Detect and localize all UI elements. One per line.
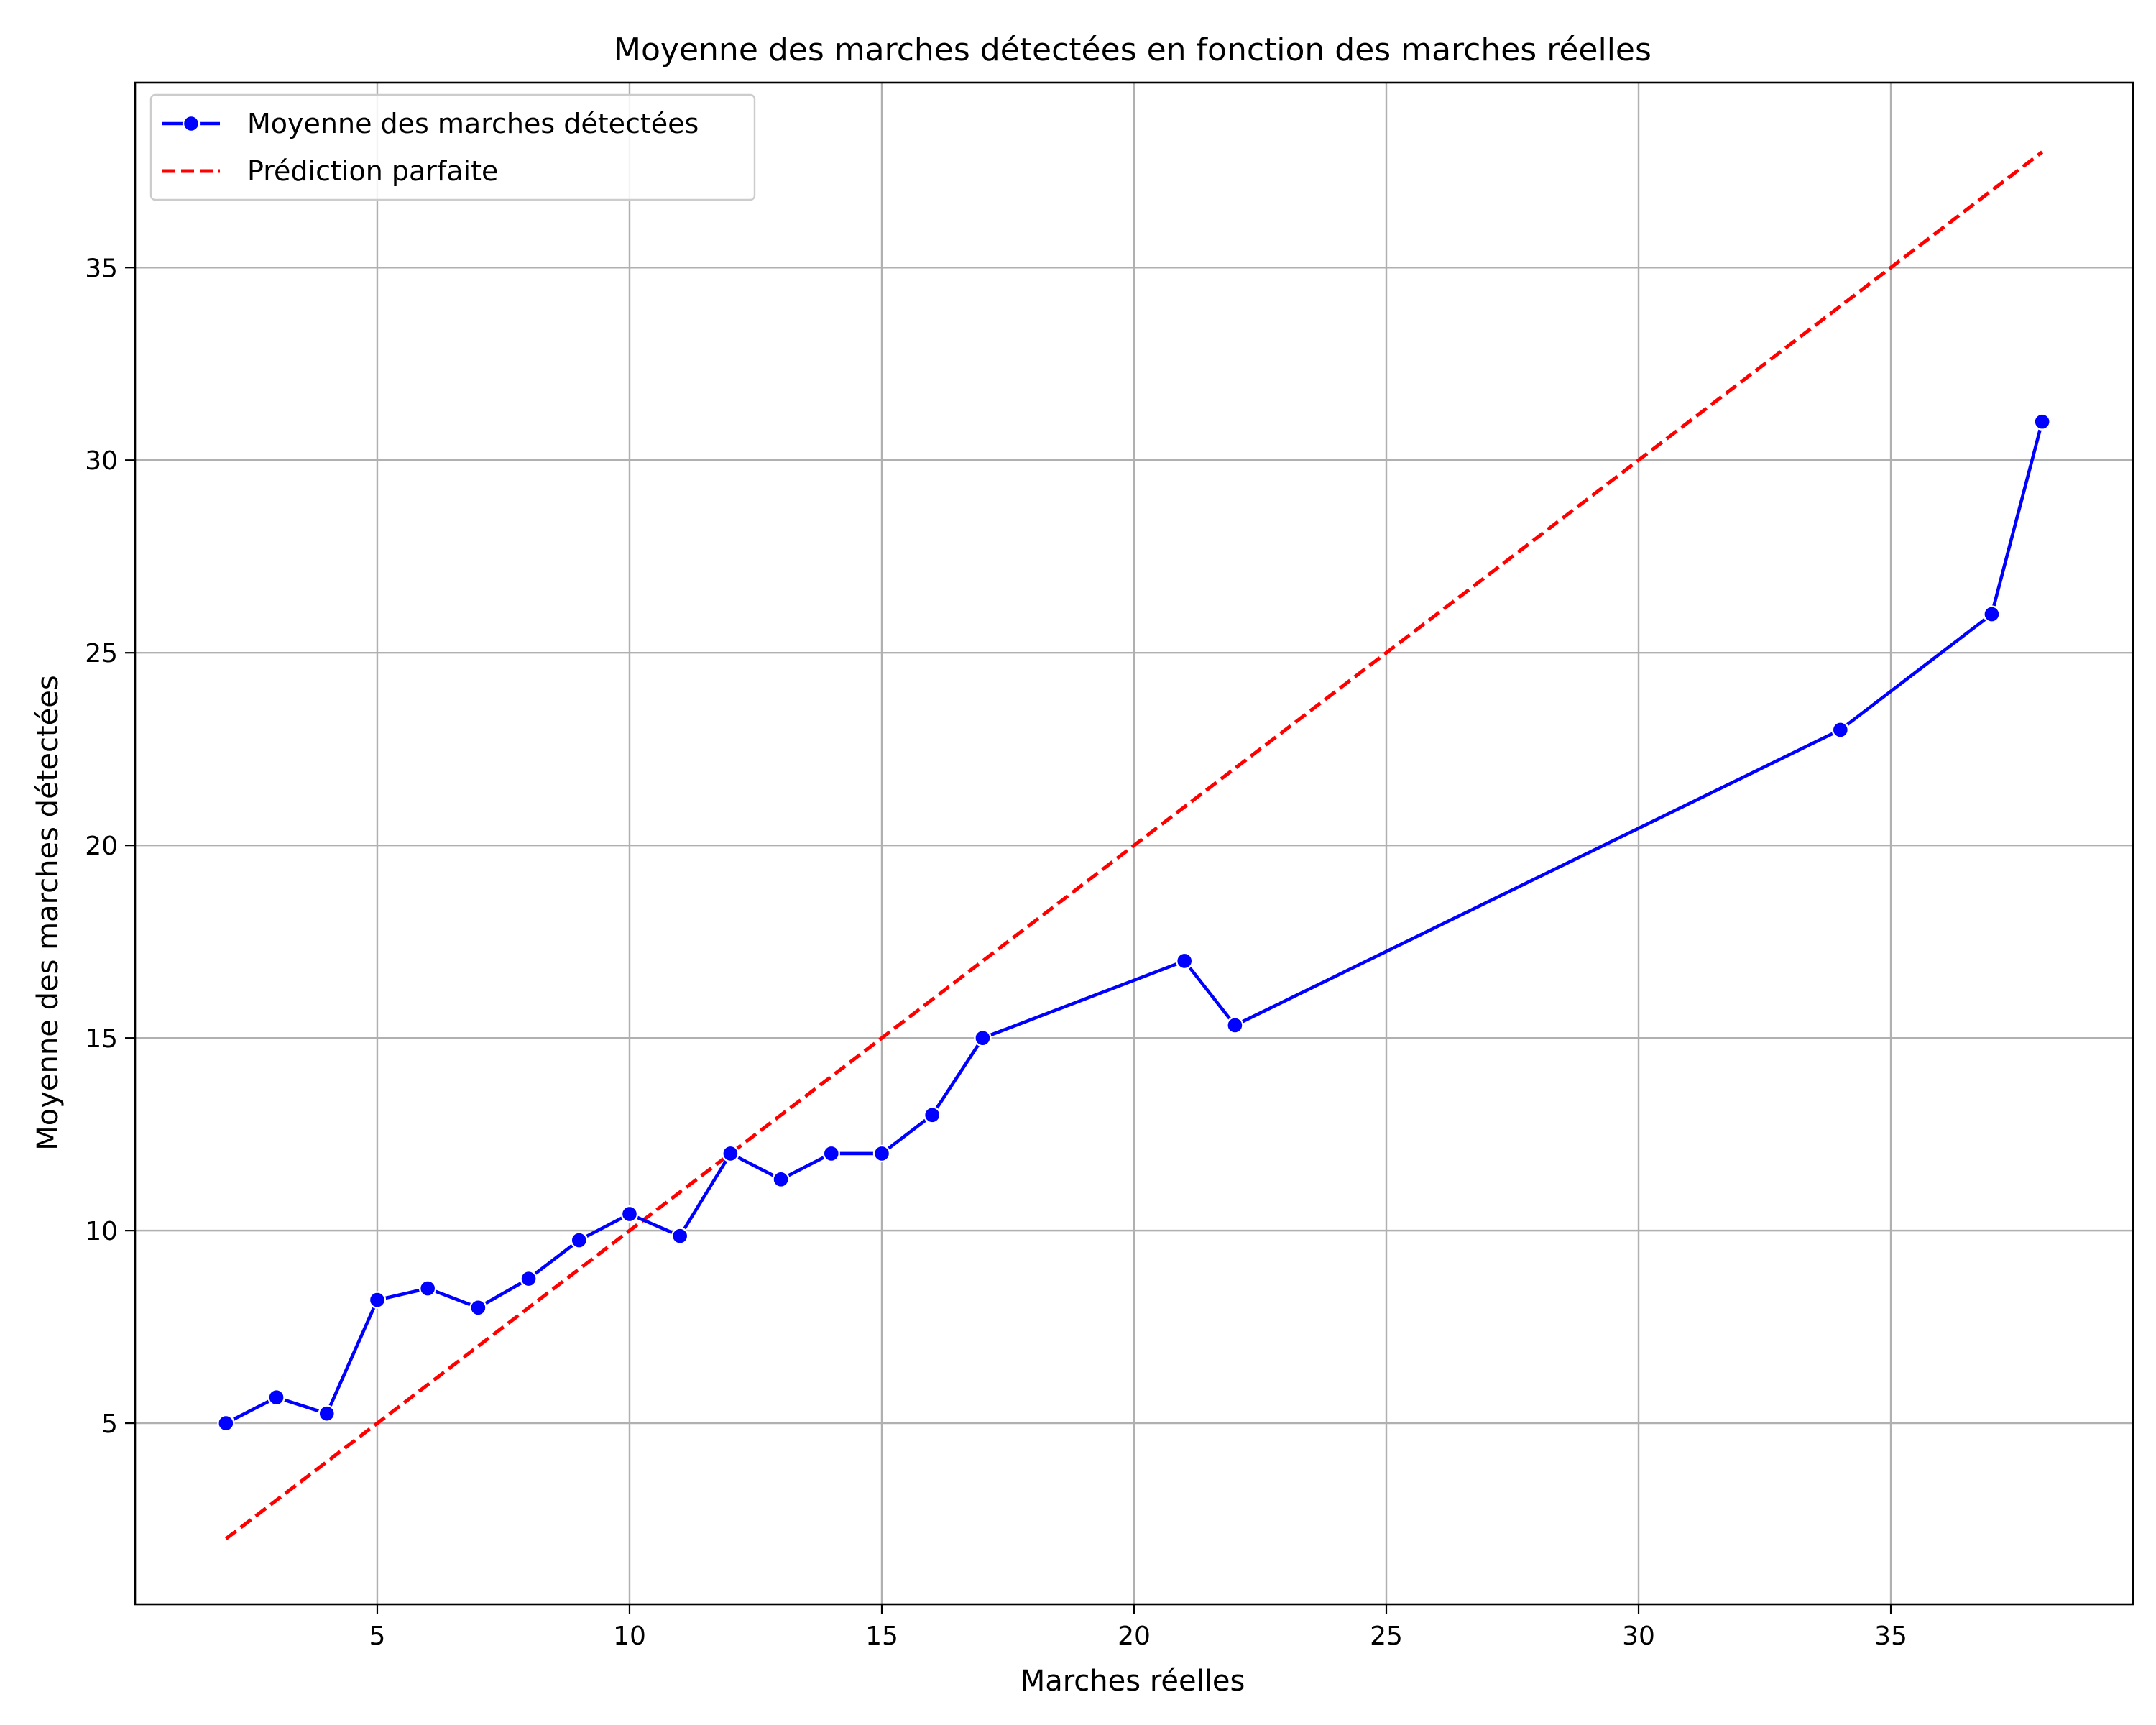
data-point <box>1226 1016 1244 1034</box>
x-tick-label: 30 <box>1622 1622 1655 1651</box>
data-point <box>923 1106 941 1124</box>
data-point <box>217 1414 235 1432</box>
axis-ticks: 5 10 15 20 25 30 35 5 10 15 20 25 30 35 <box>85 254 1907 1651</box>
data-point <box>974 1029 992 1047</box>
x-tick-label: 10 <box>613 1622 646 1651</box>
data-point <box>318 1404 336 1422</box>
data-point <box>1983 605 2001 623</box>
data-point <box>1831 721 1850 739</box>
y-tick-label: 5 <box>101 1409 118 1439</box>
data-point <box>520 1269 538 1288</box>
data-point <box>267 1388 285 1407</box>
data-point <box>772 1170 790 1189</box>
x-tick-label: 5 <box>369 1622 386 1651</box>
data-point <box>1176 952 1194 970</box>
data-point <box>620 1205 639 1223</box>
data-point <box>469 1299 487 1317</box>
x-tick-label: 35 <box>1874 1622 1907 1651</box>
data-point <box>2033 413 2051 431</box>
y-tick-label: 25 <box>85 639 118 668</box>
data-point <box>872 1144 891 1163</box>
y-axis-label: Moyenne des marches détectées <box>32 675 65 1150</box>
x-tick-label: 20 <box>1118 1622 1151 1651</box>
y-tick-label: 10 <box>85 1217 118 1246</box>
data-point <box>368 1291 387 1309</box>
chart-title: Moyenne des marches détectées en fonctio… <box>614 32 1651 68</box>
y-tick-label: 35 <box>85 254 118 283</box>
data-point <box>671 1227 689 1245</box>
x-axis-label: Marches réelles <box>1021 1665 1245 1698</box>
data-point <box>570 1231 588 1249</box>
legend-box <box>149 93 756 201</box>
series-line-perfect-prediction <box>224 150 2044 1540</box>
x-tick-label: 25 <box>1370 1622 1403 1651</box>
y-tick-label: 15 <box>85 1024 118 1054</box>
y-tick-label: 30 <box>85 446 118 476</box>
legend-entry: Prédiction parfaite <box>247 155 498 187</box>
y-tick-label: 20 <box>85 832 118 861</box>
series-layer <box>217 150 2051 1540</box>
data-point <box>418 1279 437 1297</box>
legend-entry: Moyenne des marches détectées <box>247 108 699 139</box>
legend: Moyenne des marches détectées Prédiction … <box>149 93 756 201</box>
data-point <box>722 1144 740 1163</box>
data-point <box>822 1144 840 1163</box>
x-tick-label: 15 <box>865 1622 898 1651</box>
legend-marker <box>182 114 201 133</box>
